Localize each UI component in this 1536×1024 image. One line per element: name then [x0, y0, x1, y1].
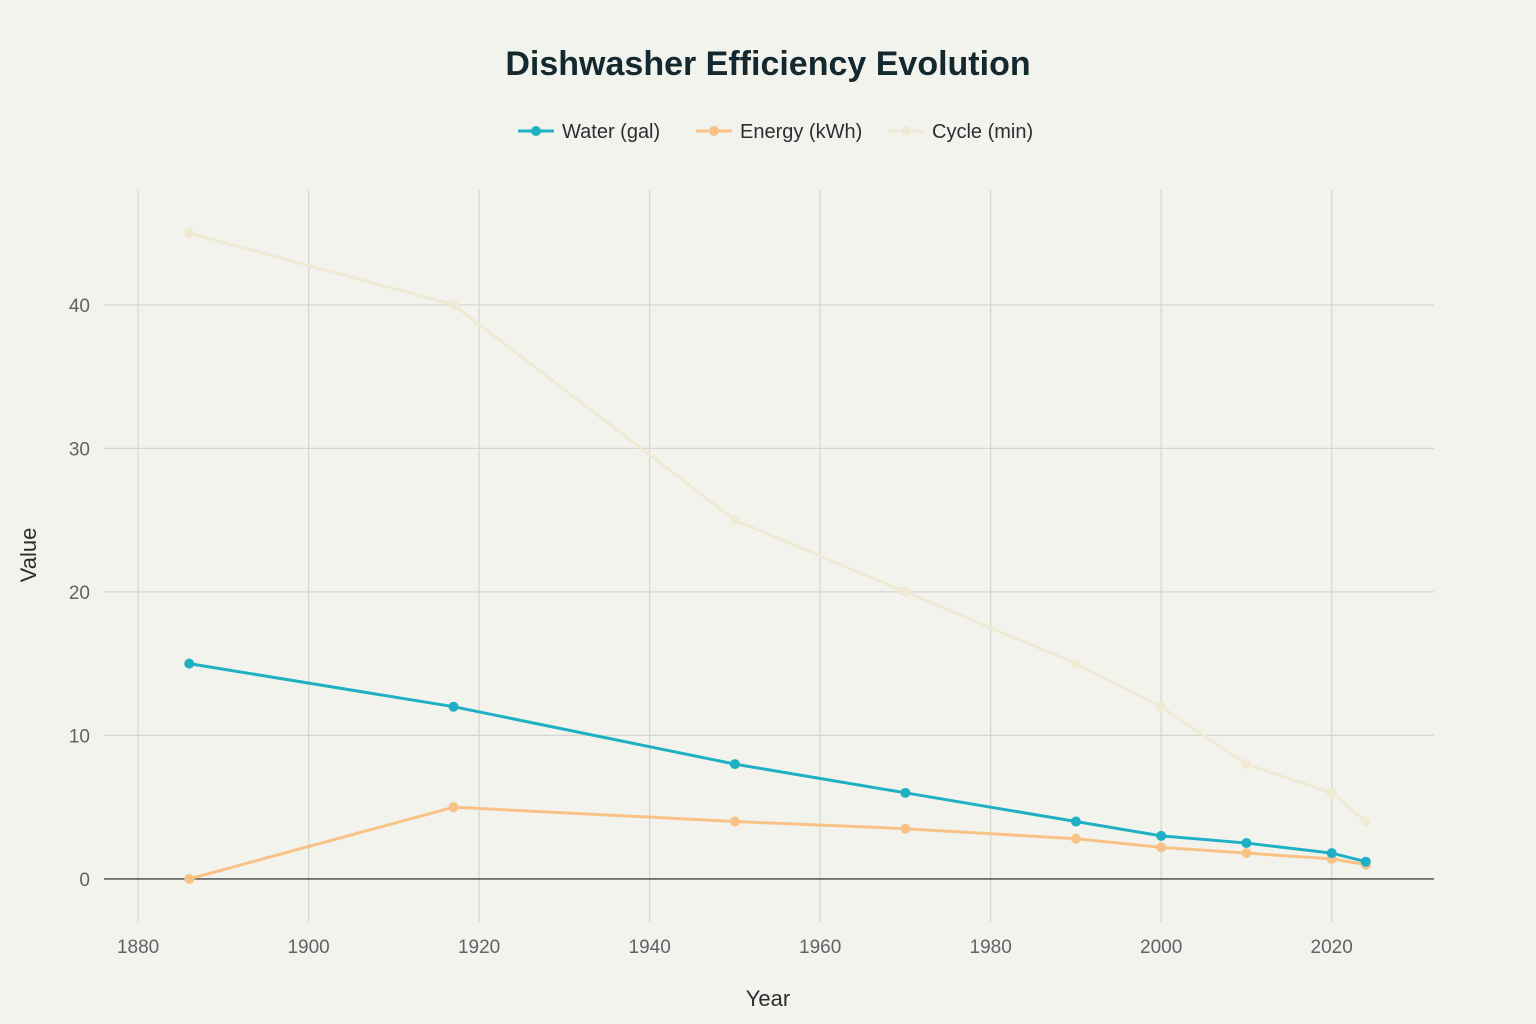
data-point-0-8[interactable]	[1360, 856, 1371, 867]
data-point-1-3[interactable]	[900, 823, 911, 834]
x-tick-label-1920: 1920	[458, 937, 500, 958]
series-0	[184, 658, 1371, 867]
data-point-0-6[interactable]	[1241, 838, 1252, 849]
x-axis-title: Year	[746, 986, 790, 1011]
data-point-2-5[interactable]	[1156, 701, 1167, 712]
legend-item-1[interactable]: Energy (kWh)	[696, 121, 862, 143]
x-tick-label-1940: 1940	[629, 937, 671, 958]
data-point-2-4[interactable]	[1070, 658, 1081, 669]
series-line-2	[187, 231, 1368, 824]
data-point-0-2[interactable]	[729, 759, 740, 770]
x-tick-label-1980: 1980	[970, 937, 1012, 958]
legend-item-0[interactable]: Water (gal)	[518, 121, 660, 143]
y-tick-label-20: 20	[69, 583, 90, 604]
data-point-1-2[interactable]	[729, 816, 740, 827]
data-point-2-3[interactable]	[900, 586, 911, 597]
legend-label-2: Cycle (min)	[932, 121, 1033, 143]
legend-label-0: Water (gal)	[562, 121, 660, 143]
chart-title: Dishwasher Efficiency Evolution	[505, 45, 1030, 83]
data-point-0-4[interactable]	[1070, 816, 1081, 827]
data-point-1-5[interactable]	[1156, 842, 1167, 853]
y-axis-ticks: 0 10 20 30 40	[69, 296, 90, 891]
x-tick-label-2000: 2000	[1140, 937, 1182, 958]
series-group	[184, 228, 1371, 884]
legend-swatch-marker-1	[709, 126, 719, 136]
series-1	[184, 802, 1371, 884]
x-axis-ticks: 1880 1900 1920 1940 1960 1980 2000 2020	[117, 937, 1353, 958]
y-tick-label-0: 0	[79, 870, 90, 891]
x-tick-label-2020: 2020	[1311, 937, 1353, 958]
y-tick-label-10: 10	[69, 726, 90, 747]
legend-swatch-marker-0	[531, 126, 541, 136]
data-point-2-6[interactable]	[1241, 759, 1252, 770]
y-tick-label-40: 40	[69, 296, 90, 317]
data-point-0-1[interactable]	[448, 701, 459, 712]
data-point-0-3[interactable]	[900, 787, 911, 798]
series-2	[184, 228, 1371, 827]
data-point-0-0[interactable]	[184, 658, 195, 669]
data-point-2-2[interactable]	[729, 515, 740, 526]
legend-item-2[interactable]: Cycle (min)	[888, 121, 1033, 143]
x-tick-label-1960: 1960	[799, 937, 841, 958]
data-point-2-7[interactable]	[1326, 787, 1337, 798]
data-point-2-1[interactable]	[448, 299, 459, 310]
y-tick-label-30: 30	[69, 439, 90, 460]
x-tick-label-1880: 1880	[117, 937, 159, 958]
legend-swatch-marker-2	[901, 126, 911, 136]
data-point-2-0[interactable]	[184, 228, 195, 239]
data-point-1-6[interactable]	[1241, 848, 1252, 859]
legend-label-1: Energy (kWh)	[740, 121, 862, 143]
data-point-1-0[interactable]	[184, 873, 195, 884]
data-point-1-1[interactable]	[448, 802, 459, 813]
y-axis-title: Value	[16, 528, 41, 583]
x-tick-label-1900: 1900	[287, 937, 329, 958]
data-point-0-7[interactable]	[1326, 848, 1337, 859]
gridlines	[104, 190, 1434, 922]
data-point-1-4[interactable]	[1070, 833, 1081, 844]
legend: Water (gal) Energy (kWh) Cycle (min)	[518, 121, 1033, 143]
data-point-2-8[interactable]	[1360, 816, 1371, 827]
series-line-1	[187, 805, 1368, 881]
data-point-0-5[interactable]	[1156, 830, 1167, 841]
